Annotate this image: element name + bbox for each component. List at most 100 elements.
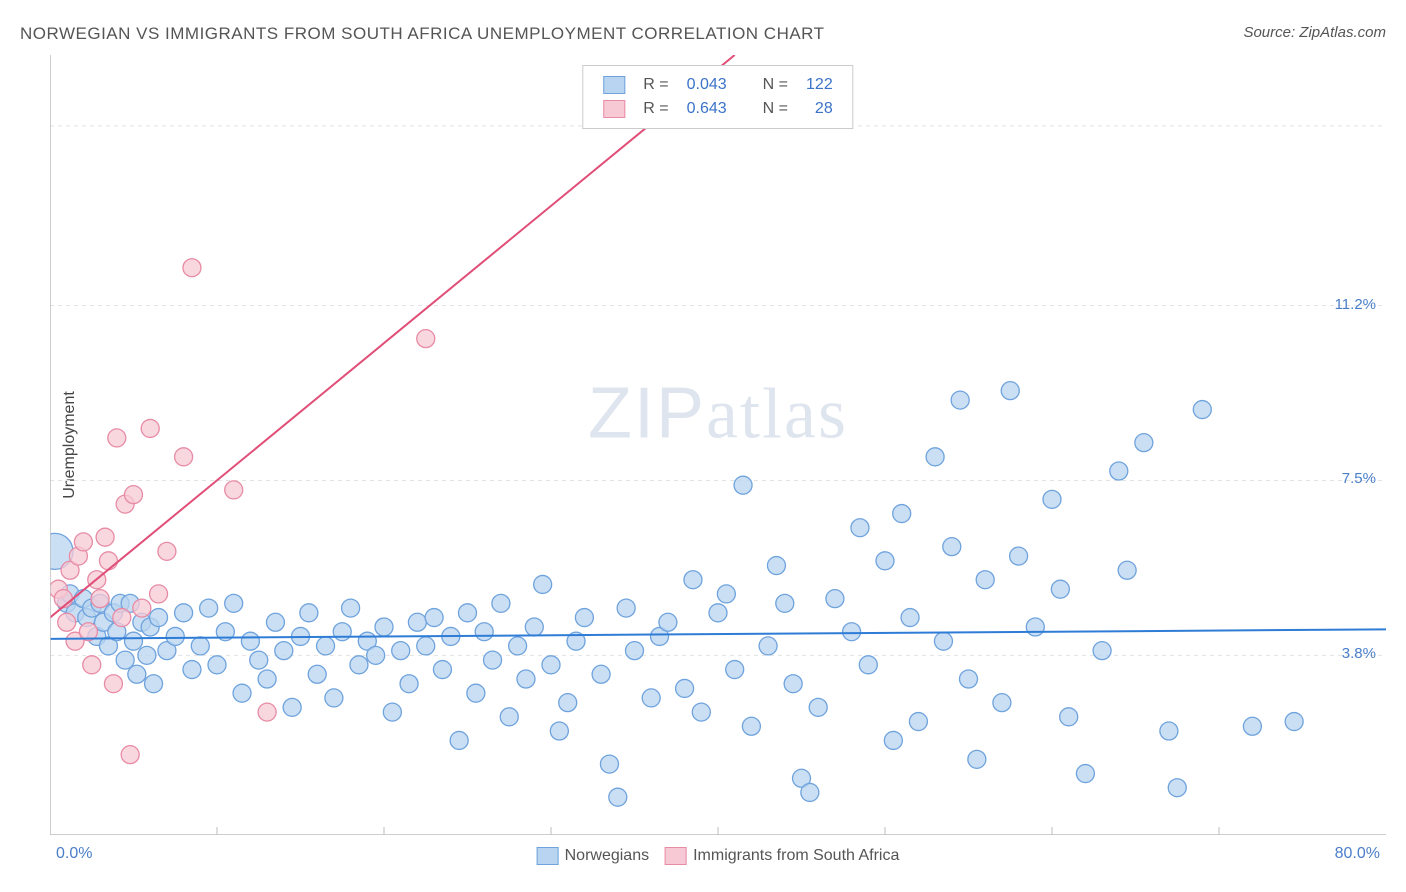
data-point bbox=[183, 259, 201, 277]
scatter-plot-svg bbox=[50, 55, 1386, 835]
data-point bbox=[1043, 490, 1061, 508]
data-point bbox=[484, 651, 502, 669]
data-point bbox=[317, 637, 335, 655]
data-point bbox=[826, 590, 844, 608]
legend-r-label: R = bbox=[635, 98, 676, 120]
data-point bbox=[225, 481, 243, 499]
data-point bbox=[208, 656, 226, 674]
data-point bbox=[450, 731, 468, 749]
data-point bbox=[367, 646, 385, 664]
data-point bbox=[960, 670, 978, 688]
data-point bbox=[233, 684, 251, 702]
y-tick-label: 3.8% bbox=[1342, 645, 1376, 662]
data-point bbox=[283, 698, 301, 716]
data-point bbox=[74, 533, 92, 551]
data-point bbox=[308, 665, 326, 683]
legend-n-value: 28 bbox=[798, 98, 841, 120]
data-point bbox=[742, 717, 760, 735]
x-axis-max-label: 80.0% bbox=[1335, 845, 1380, 863]
data-point bbox=[417, 330, 435, 348]
data-point bbox=[642, 689, 660, 707]
data-point bbox=[617, 599, 635, 617]
legend-swatch bbox=[537, 847, 559, 865]
data-point bbox=[893, 505, 911, 523]
data-point bbox=[968, 750, 986, 768]
data-point bbox=[626, 642, 644, 660]
data-point bbox=[809, 698, 827, 716]
data-point bbox=[943, 538, 961, 556]
data-point bbox=[1160, 722, 1178, 740]
legend-n-value: 122 bbox=[798, 74, 841, 96]
y-tick-label: 11.2% bbox=[1335, 296, 1376, 313]
chart-title: NORWEGIAN VS IMMIGRANTS FROM SOUTH AFRIC… bbox=[20, 24, 825, 44]
data-point bbox=[375, 618, 393, 636]
data-point bbox=[726, 661, 744, 679]
legend-r-value: 0.043 bbox=[679, 74, 735, 96]
data-point bbox=[776, 594, 794, 612]
data-point bbox=[425, 609, 443, 627]
data-point bbox=[125, 632, 143, 650]
data-point bbox=[575, 609, 593, 627]
data-point bbox=[592, 665, 610, 683]
data-point bbox=[934, 632, 952, 650]
data-point bbox=[266, 613, 284, 631]
data-point bbox=[141, 419, 159, 437]
plot-area: Unemployment ZIPatlas R =0.043N =122R =0… bbox=[50, 55, 1386, 835]
data-point bbox=[113, 609, 131, 627]
series-legend: Norwegians Immigrants from South Africa bbox=[537, 847, 900, 865]
data-point bbox=[993, 694, 1011, 712]
data-point bbox=[542, 656, 560, 674]
legend-swatch bbox=[665, 847, 687, 865]
data-point bbox=[609, 788, 627, 806]
data-point bbox=[325, 689, 343, 707]
data-point bbox=[734, 476, 752, 494]
data-point bbox=[417, 637, 435, 655]
data-point bbox=[183, 661, 201, 679]
legend-swatch bbox=[603, 100, 625, 118]
data-point bbox=[801, 783, 819, 801]
data-point bbox=[108, 429, 126, 447]
data-point bbox=[517, 670, 535, 688]
legend-swatch bbox=[603, 76, 625, 94]
data-point bbox=[175, 604, 193, 622]
data-point bbox=[1001, 382, 1019, 400]
data-point bbox=[333, 623, 351, 641]
legend-label: Immigrants from South Africa bbox=[693, 847, 899, 865]
data-point bbox=[851, 519, 869, 537]
data-point bbox=[784, 675, 802, 693]
data-point bbox=[58, 613, 76, 631]
data-point bbox=[1051, 580, 1069, 598]
data-point bbox=[104, 675, 122, 693]
data-point bbox=[250, 651, 268, 669]
data-point bbox=[91, 590, 109, 608]
data-point bbox=[876, 552, 894, 570]
data-point bbox=[684, 571, 702, 589]
data-point bbox=[1093, 642, 1111, 660]
data-point bbox=[258, 703, 276, 721]
data-point bbox=[350, 656, 368, 674]
legend-r-label: R = bbox=[635, 74, 676, 96]
data-point bbox=[843, 623, 861, 641]
data-point bbox=[1285, 713, 1303, 731]
data-point bbox=[150, 585, 168, 603]
data-point bbox=[1118, 561, 1136, 579]
data-point bbox=[200, 599, 218, 617]
data-point bbox=[392, 642, 410, 660]
legend-item: Norwegians bbox=[537, 847, 649, 865]
data-point bbox=[459, 604, 477, 622]
data-point bbox=[1010, 547, 1028, 565]
data-point bbox=[175, 448, 193, 466]
data-point bbox=[767, 557, 785, 575]
legend-n-label: N = bbox=[755, 98, 796, 120]
data-point bbox=[659, 613, 677, 631]
data-point bbox=[976, 571, 994, 589]
data-point bbox=[909, 713, 927, 731]
data-point bbox=[1060, 708, 1078, 726]
data-point bbox=[150, 609, 168, 627]
data-point bbox=[884, 731, 902, 749]
data-point bbox=[759, 637, 777, 655]
data-point bbox=[96, 528, 114, 546]
data-point bbox=[709, 604, 727, 622]
source-attribution: Source: ZipAtlas.com bbox=[1243, 24, 1386, 41]
y-tick-label: 7.5% bbox=[1342, 470, 1376, 487]
